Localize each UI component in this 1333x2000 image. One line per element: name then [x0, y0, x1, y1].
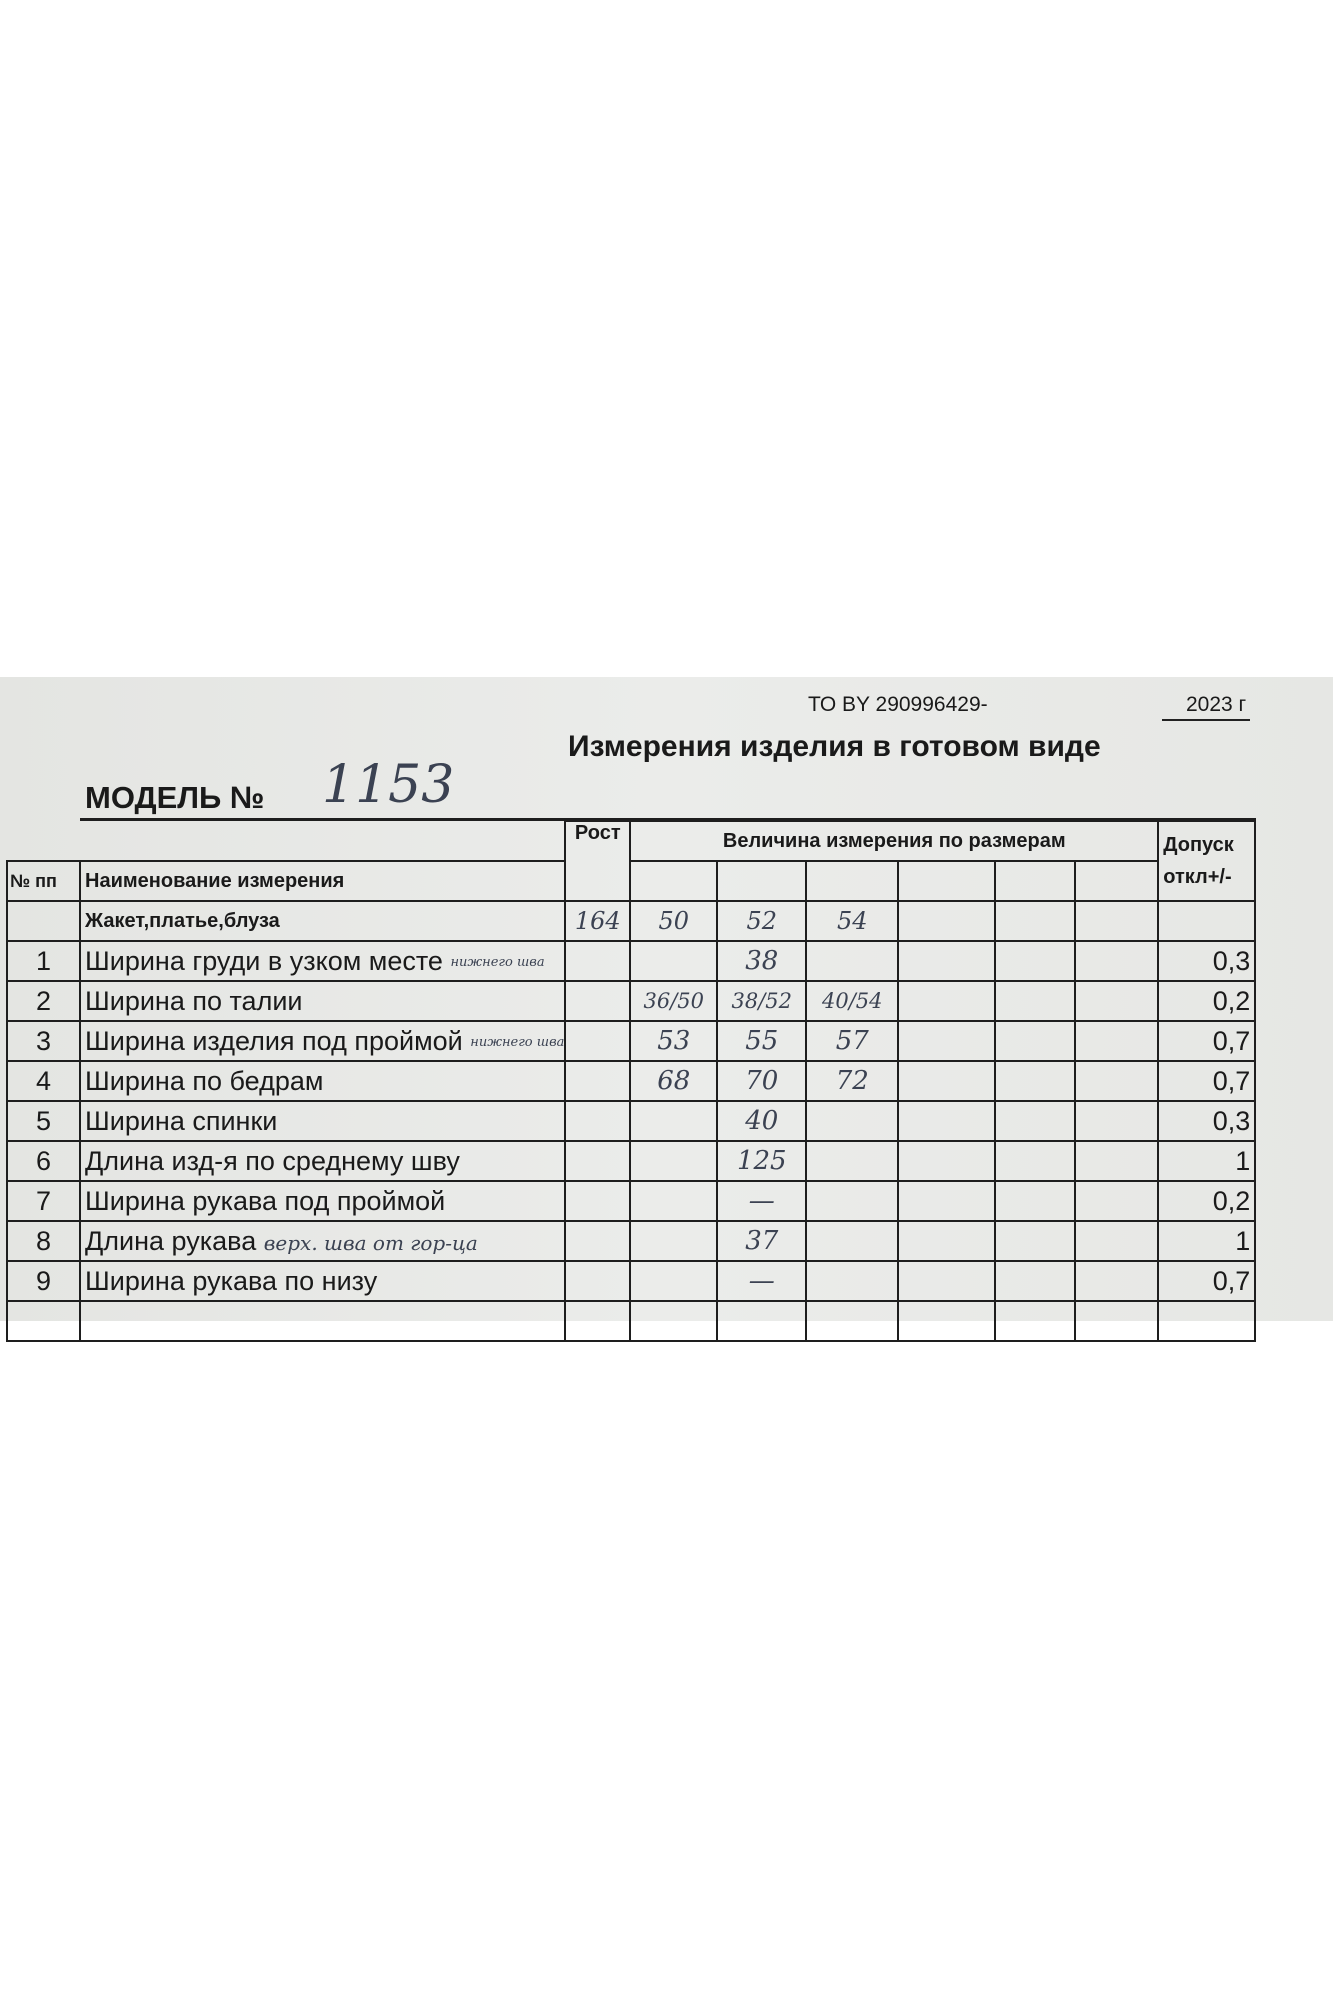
measurement-name: Ширина спинки [78, 1100, 567, 1142]
size-value [629, 1180, 719, 1222]
measurement-label: Длина изд-я по среднему шву [85, 1145, 460, 1176]
size-value [805, 1220, 900, 1262]
size-value [629, 940, 719, 982]
measurement-name: Ширина груди в узком месте нижнего шва [78, 940, 567, 982]
row-number: 1 [6, 940, 81, 982]
table-row: 2 Ширина по талии 36/50 38/52 40/54 0,2 [6, 980, 1257, 1022]
size-value [805, 1140, 900, 1182]
size-value: 55 [716, 1020, 808, 1062]
table-row: 4 Ширина по бедрам 68 70 72 0,7 [6, 1060, 1257, 1102]
tolerance-value: 1 [1157, 1220, 1257, 1262]
size-value [805, 1260, 900, 1302]
size-header: 50 [629, 900, 719, 942]
size-value: 38 [716, 940, 808, 982]
tolerance-value: 0,2 [1157, 1180, 1257, 1222]
measurement-label: Ширина рукава по низу [85, 1265, 378, 1296]
row-number: 2 [6, 980, 81, 1022]
size-value: 40/54 [805, 980, 900, 1022]
divider [80, 818, 1256, 821]
tolerance-value: 0,3 [1157, 1100, 1257, 1142]
page-title: Измерения изделия в готовом виде [568, 730, 1101, 763]
year: 2023 г [1162, 693, 1251, 721]
size-value: 125 [716, 1140, 808, 1182]
size-header: 52 [716, 900, 808, 942]
tolerance-value: 0,2 [1157, 980, 1257, 1022]
tolerance-sub-label: откл+/- [1163, 866, 1232, 888]
col-no-header: № пп [6, 860, 81, 902]
size-value: — [716, 1260, 808, 1302]
model-number: 1153 [322, 755, 455, 815]
table-row: 8 Длина рукава верх. шва от гор-ца 37 1 [6, 1220, 1257, 1262]
measurement-name: Ширина рукава под проймой [78, 1180, 567, 1222]
tolerance-value: 1 [1157, 1140, 1257, 1182]
measurement-label: Ширина по талии [85, 985, 303, 1016]
row-number: 7 [6, 1180, 81, 1222]
size-value: 70 [716, 1060, 808, 1102]
measurement-label: Ширина по бедрам [85, 1065, 324, 1096]
col-height-header: Рост [564, 820, 632, 902]
handwritten-note: верх. шва от гор-ца [263, 1230, 478, 1255]
measurement-name: Длина изд-я по среднему шву [78, 1140, 567, 1182]
size-value: 40 [716, 1100, 808, 1142]
measurement-label: Ширина изделия под проймой [85, 1025, 463, 1056]
table-row: 5 Ширина спинки 40 0,3 [6, 1100, 1257, 1142]
handwritten-note: нижнего шва [450, 954, 545, 970]
measurement-label: Ширина спинки [85, 1105, 278, 1136]
table-row: 7 Ширина рукава под проймой — 0,2 [6, 1180, 1257, 1222]
size-value [629, 1260, 719, 1302]
tolerance-value: 0,7 [1157, 1260, 1257, 1302]
height-value: 164 [564, 900, 632, 942]
size-value: 53 [629, 1020, 719, 1062]
row-number: 5 [6, 1100, 81, 1142]
table-row: 9 Ширина рукава по низу — 0,7 [6, 1260, 1257, 1302]
tolerance-value: 0,3 [1157, 940, 1257, 982]
measurement-label: Длина рукава [85, 1225, 257, 1256]
model-label: МОДЕЛЬ № [85, 780, 265, 815]
row-number: 3 [6, 1020, 81, 1062]
measurements-table: Рост Величина измерения по размерам Допу… [6, 820, 1257, 1342]
size-value: — [716, 1180, 808, 1222]
size-value [629, 1220, 719, 1262]
row-number: 4 [6, 1060, 81, 1102]
table-row: 6 Длина изд-я по среднему шву 125 1 [6, 1140, 1257, 1182]
size-value: 36/50 [629, 980, 719, 1022]
col-name-header: Наименование измерения [78, 860, 567, 902]
measurement-label: Ширина груди в узком месте [85, 945, 443, 976]
measurement-name: Ширина изделия под проймой нижнего шва [78, 1020, 567, 1062]
size-value [805, 1180, 900, 1222]
size-value [805, 940, 900, 982]
row-number: 8 [6, 1220, 81, 1262]
measurement-label: Ширина рукава под проймой [85, 1185, 446, 1216]
measurement-name: Ширина по бедрам [78, 1060, 567, 1102]
col-tolerance-header: Допуск откл+/- [1157, 820, 1257, 902]
col-sizes-header: Величина измерения по размерам [629, 820, 1160, 862]
size-value [629, 1100, 719, 1142]
size-value: 38/52 [716, 980, 808, 1022]
measurement-name: Ширина по талии [78, 980, 567, 1022]
size-value [629, 1140, 719, 1182]
size-value: 57 [805, 1020, 900, 1062]
size-value: 72 [805, 1060, 900, 1102]
tolerance-value: 0,7 [1157, 1060, 1257, 1102]
table-row: 3 Ширина изделия под проймой нижнего шва 5… [6, 1020, 1257, 1062]
size-header: 54 [805, 900, 900, 942]
size-value [805, 1100, 900, 1142]
garment-type: Жакет,платье,блуза [78, 900, 567, 942]
row-number: 6 [6, 1140, 81, 1182]
measurement-name: Длина рукава верх. шва от гор-ца [78, 1220, 567, 1262]
handwritten-note: нижнего шва [470, 1034, 565, 1050]
size-value: 37 [716, 1220, 808, 1262]
tolerance-label: Допуск [1163, 834, 1234, 856]
row-number: 9 [6, 1260, 81, 1302]
standard-number: ТО BY 290996429- [808, 693, 988, 716]
size-value: 68 [629, 1060, 719, 1102]
measurement-name: Ширина рукава по низу [78, 1260, 567, 1302]
tolerance-value: 0,7 [1157, 1020, 1257, 1062]
table-row: 1 Ширина груди в узком месте нижнего шва 3… [6, 940, 1257, 982]
